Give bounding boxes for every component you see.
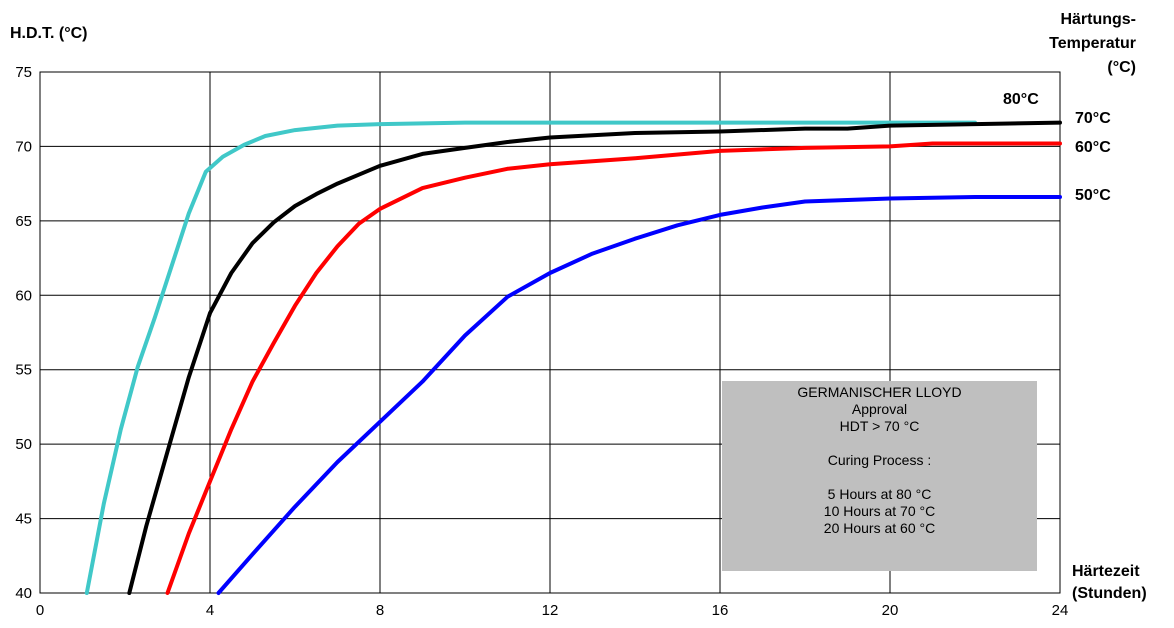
y-tick-label: 65 [15,213,32,230]
y-tick-label: 50 [15,436,32,453]
y-tick-label: 75 [15,64,32,81]
legend-title: Härtungs- Temperatur (°C) [1049,8,1136,80]
series-line [84,120,977,595]
x-tick-label: 12 [542,602,559,619]
info-line: Approval [851,401,908,417]
series-label: 80°C [1003,91,1039,108]
info-line: 20 Hours at 60 °C [823,520,936,536]
series-label: 70°C [1075,110,1111,127]
series-line [216,195,1062,595]
y-tick-label: 60 [15,287,32,304]
x-tick-labels: 0 4 8 12 16 20 24 [36,602,1069,619]
x-tick-label: 4 [206,602,214,619]
x-tick-label: 16 [712,602,729,619]
x-axis-label-line-2: (Stunden) [1072,585,1147,602]
series-line [127,120,1062,595]
y-tick-label: 45 [15,511,32,528]
x-axis-label: Härtezeit (Stunden) [1072,561,1147,605]
x-tick-label: 24 [1052,602,1069,619]
x-tick-label: 0 [36,602,44,619]
info-line: Curing Process : [827,452,932,468]
series-line [165,141,1062,595]
x-axis-label-line-1: Härtezeit [1072,563,1140,580]
x-tick-label: 20 [882,602,899,619]
info-line: HDT > 70 °C [839,418,920,434]
legend-title-line-1: Härtungs- [1060,11,1136,28]
info-line: GERMANISCHER LLOYD [797,384,962,400]
y-tick-label: 70 [15,138,32,155]
y-axis-label: H.D.T. (°C) [10,25,88,42]
y-tick-labels: 40 45 50 55 60 65 70 75 [15,64,32,602]
info-line: 5 Hours at 80 °C [827,486,932,502]
info-line [722,435,1037,452]
series-label: 60°C [1075,139,1111,156]
series-label: 50°C [1075,187,1111,204]
legend-title-line-3: (°C) [1107,59,1136,76]
approval-info-box: GERMANISCHER LLOYD Approval HDT > 70 °C … [722,381,1037,571]
x-tick-label: 8 [376,602,384,619]
series-lines [84,120,1062,595]
legend-title-line-2: Temperatur [1049,35,1136,52]
y-tick-label: 40 [15,585,32,602]
series-labels: 80°C 70°C 60°C 50°C [1003,91,1111,204]
info-line: 10 Hours at 70 °C [823,503,936,519]
info-line [722,469,1037,486]
y-tick-label: 55 [15,362,32,379]
